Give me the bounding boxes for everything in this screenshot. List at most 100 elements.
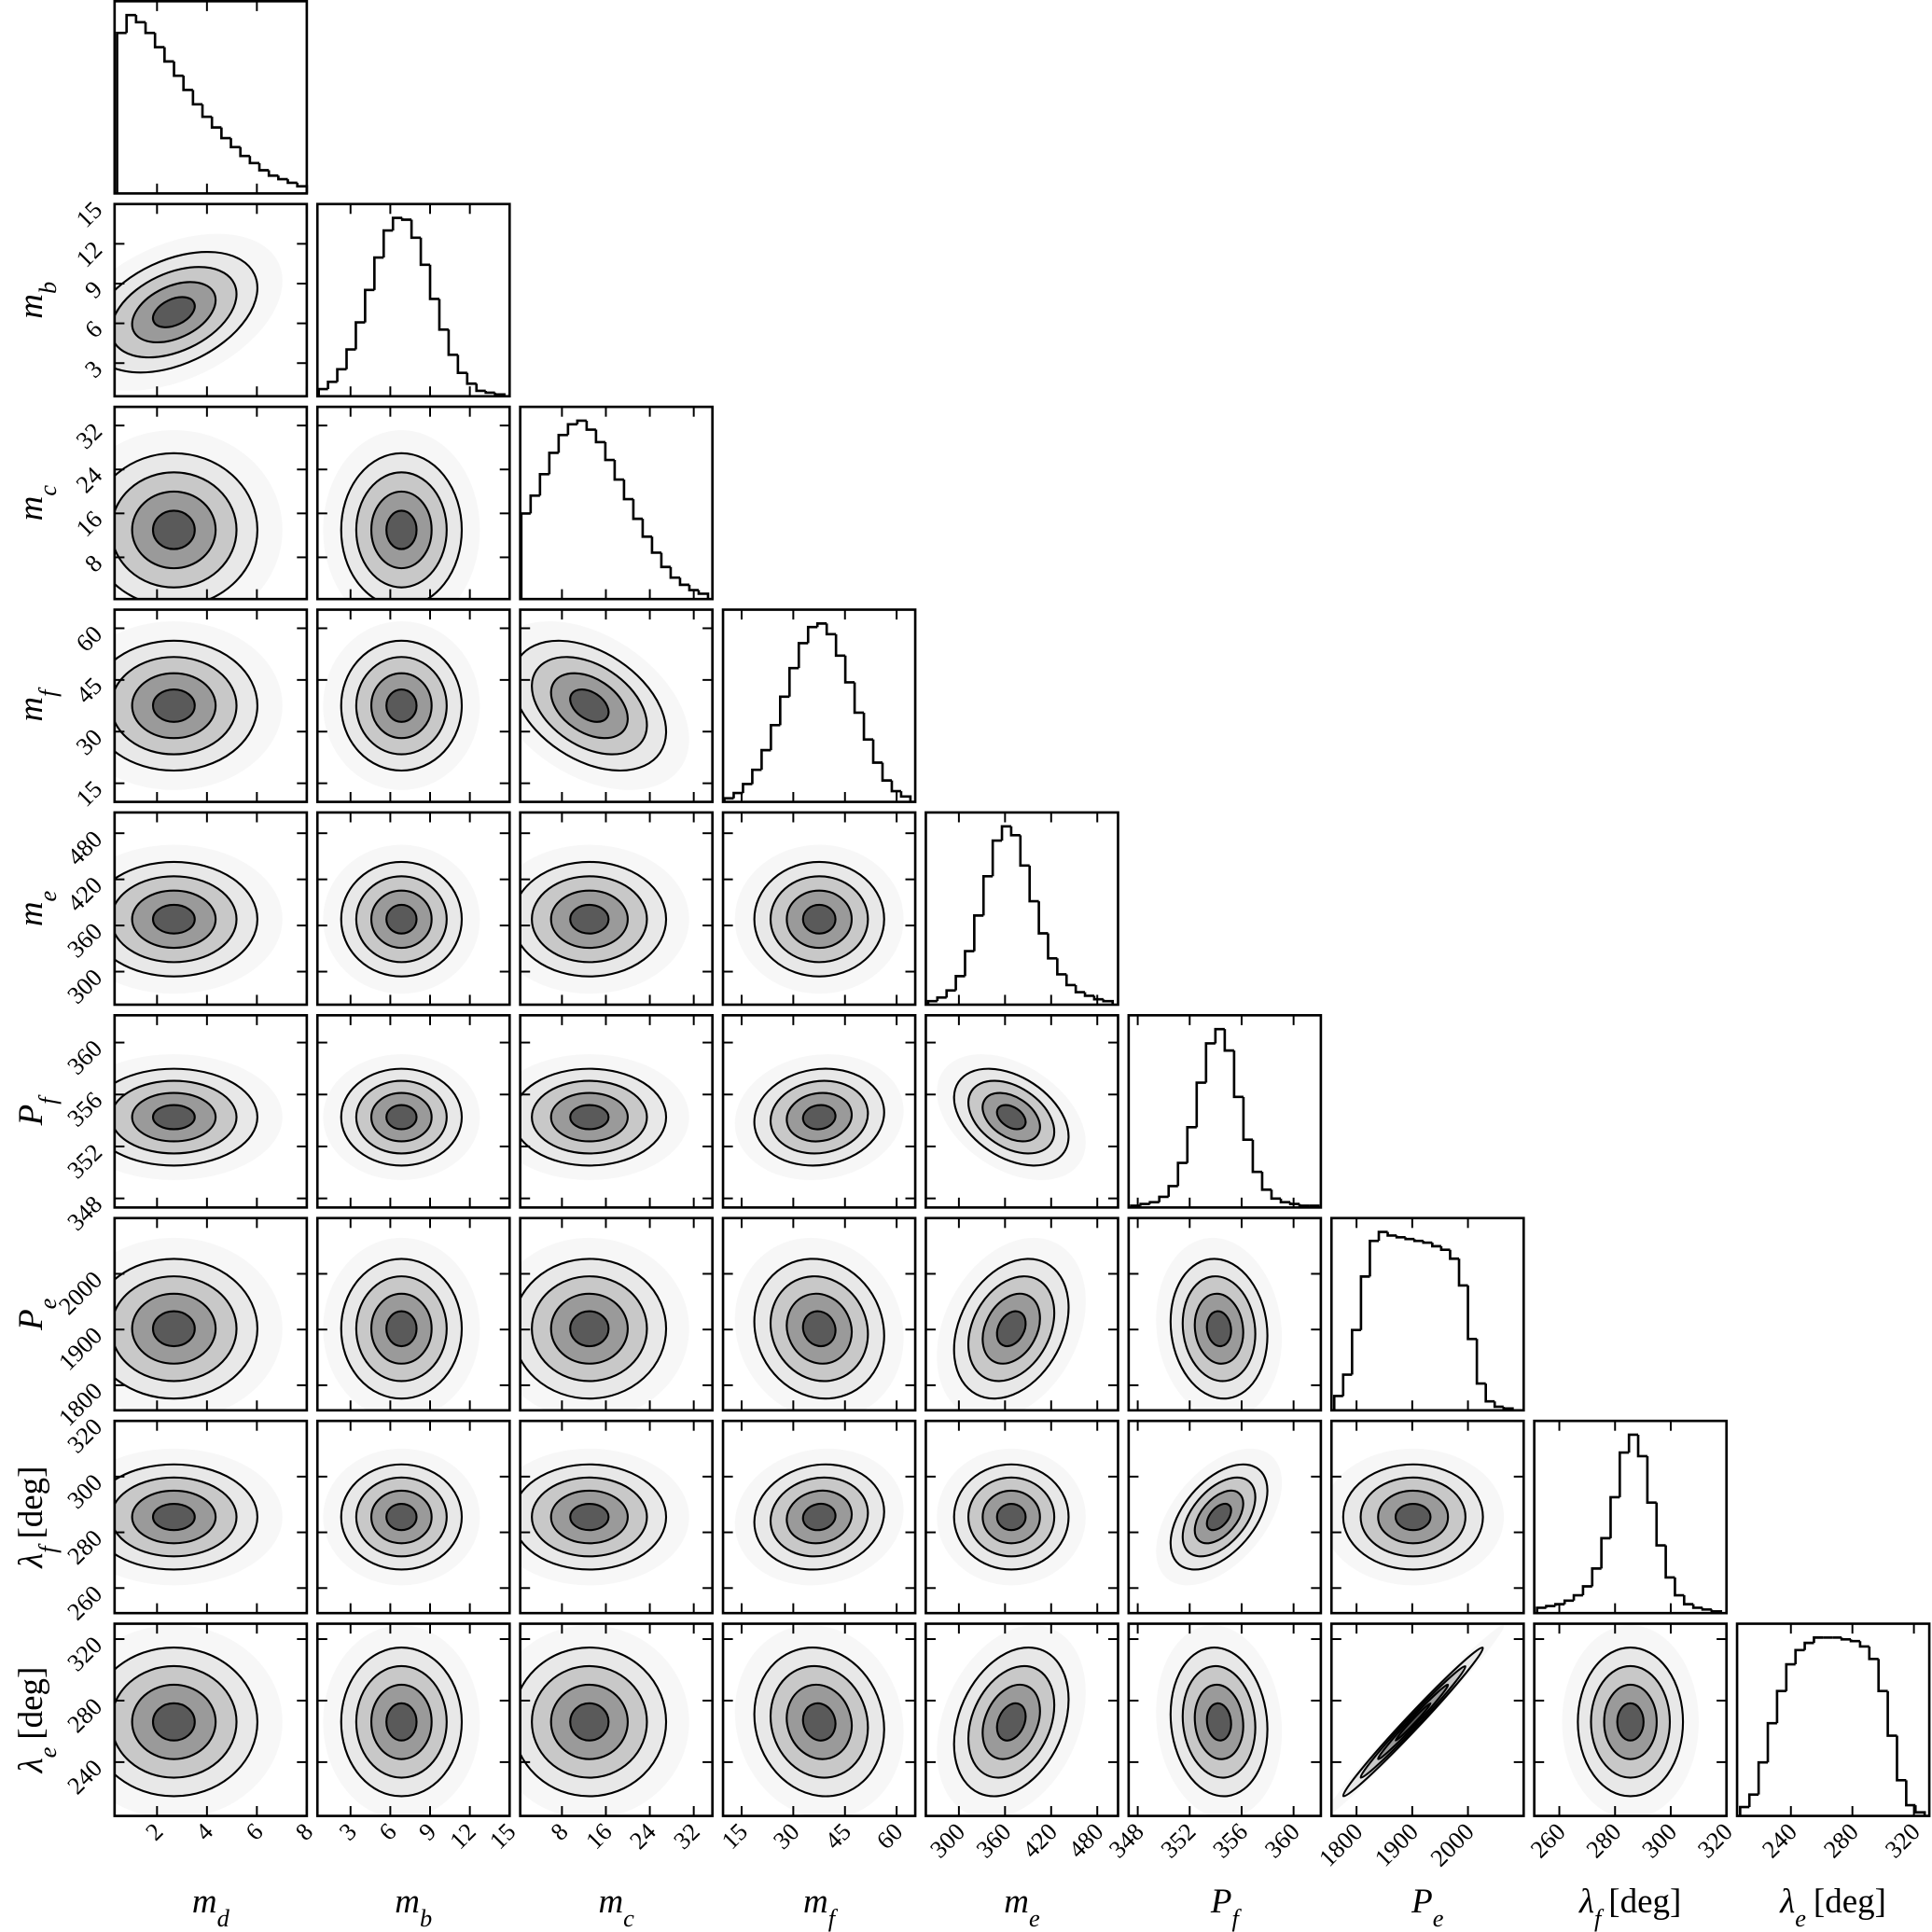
- contour: [569, 1104, 610, 1131]
- x-tick-label: 352: [1155, 1817, 1201, 1863]
- panel-frame: [113, 1622, 309, 1817]
- label-subscript: e: [34, 1298, 62, 1309]
- histogram-bin: [1214, 1027, 1225, 1044]
- histogram-bin: [1591, 1567, 1602, 1587]
- histogram-bin: [1288, 1202, 1300, 1205]
- contour-group: [520, 1237, 689, 1411]
- histogram-bin: [1395, 1235, 1406, 1239]
- x-tick-label: 3: [333, 1817, 362, 1846]
- panel-frame: [1329, 1216, 1525, 1412]
- panel-frame: [315, 405, 511, 601]
- contour: [801, 1310, 837, 1348]
- contour-group: [1156, 1237, 1283, 1411]
- y-tick-label: 60: [70, 619, 107, 657]
- histogram-bin: [751, 768, 762, 785]
- contour: [385, 903, 418, 935]
- histogram-bin: [1536, 1606, 1547, 1614]
- histogram-bin: [201, 104, 213, 118]
- histogram-bin: [116, 31, 127, 194]
- histogram-bin: [1803, 1641, 1814, 1650]
- panel-frame: [1329, 1622, 1525, 1817]
- histogram-bin: [456, 354, 467, 374]
- label-symbol: λ: [1779, 1882, 1795, 1920]
- x-axis-label: me: [1004, 1882, 1040, 1932]
- y-tick-label: 420: [62, 871, 107, 917]
- y-tick-label: 45: [70, 672, 107, 709]
- panel-frame: [315, 608, 511, 803]
- y-tick-label: 3: [79, 354, 108, 383]
- panel-frame: [721, 1014, 917, 1209]
- x-tick-label: 1800: [1313, 1817, 1369, 1872]
- panel-frame: [924, 811, 1119, 1007]
- label-symbol: P: [1411, 1882, 1433, 1920]
- y-tick-label: 2000: [53, 1265, 108, 1320]
- histogram-bin: [1627, 1433, 1639, 1453]
- contour: [801, 1104, 837, 1131]
- histogram-bin: [862, 712, 874, 741]
- histogram-bin: [991, 839, 1003, 877]
- panel-background: [1534, 1421, 1727, 1614]
- label-symbol: m: [11, 901, 49, 926]
- histogram-bin: [1646, 1455, 1657, 1504]
- x-tick-label: 360: [970, 1817, 1016, 1863]
- histogram-bin: [354, 321, 366, 350]
- panel-frame: [519, 1419, 715, 1615]
- contour-group: [323, 620, 480, 790]
- panel-frame: [924, 1216, 1119, 1412]
- label-subscript: b: [34, 282, 62, 294]
- histogram-bin: [1377, 1230, 1388, 1242]
- panel-frame: [519, 1216, 715, 1412]
- contour: [995, 1702, 1027, 1742]
- x-axis-label: md: [192, 1882, 230, 1932]
- histogram-bin: [594, 429, 605, 444]
- histogram-bin: [1056, 958, 1067, 976]
- histogram-bin: [475, 383, 486, 393]
- contour: [801, 1702, 837, 1742]
- y-tick-label: 280: [62, 1692, 107, 1738]
- histogram-bin: [1102, 999, 1115, 1005]
- histogram-bin: [373, 256, 384, 290]
- panel-frame: [1533, 1419, 1729, 1615]
- y-tick-label: 348: [62, 1190, 107, 1236]
- label-subscript: e: [34, 1746, 62, 1758]
- label-subscript: e: [1433, 1904, 1444, 1932]
- histogram-bin: [484, 390, 495, 395]
- y-tick-label: 1900: [53, 1321, 108, 1376]
- panel-background: [520, 407, 713, 600]
- y-axis-label: Pf: [11, 1094, 62, 1127]
- y-tick-label: 356: [62, 1086, 107, 1132]
- histogram-bin: [585, 420, 596, 431]
- contour: [151, 688, 196, 723]
- histogram-bin: [981, 874, 994, 916]
- histogram-bin: [770, 724, 781, 751]
- histogram-bin: [613, 460, 624, 481]
- histogram-bin: [1739, 1805, 1750, 1816]
- histogram-bin: [1493, 1401, 1504, 1409]
- histogram-bin: [1422, 1241, 1433, 1244]
- panel-frame: [315, 1216, 511, 1412]
- label-symbol: m: [192, 1882, 217, 1920]
- panel-frame: [1533, 1622, 1729, 1817]
- histogram-bin: [1896, 1735, 1907, 1782]
- contour: [151, 1502, 196, 1532]
- y-tick-label: 9: [79, 275, 108, 304]
- histogram-bin: [529, 493, 540, 514]
- contour-group: [114, 1448, 283, 1586]
- histogram-bin: [954, 975, 966, 991]
- label-symbol: m: [395, 1882, 420, 1920]
- panel-frame: [721, 1419, 917, 1615]
- histogram-bin: [1351, 1328, 1361, 1375]
- label-unit: [deg]: [11, 1466, 49, 1539]
- contour: [151, 296, 196, 328]
- histogram-bin: [678, 577, 689, 587]
- histogram-bin: [1794, 1648, 1805, 1665]
- x-tick-label: 2000: [1425, 1817, 1480, 1872]
- contour-group: [114, 1625, 283, 1816]
- histogram-bin: [173, 61, 184, 77]
- y-axis-label: λe [deg]: [11, 1667, 62, 1774]
- panel-frame: [924, 1014, 1119, 1209]
- x-tick-label: 300: [1636, 1817, 1682, 1863]
- histogram-bin: [144, 21, 156, 35]
- histogram-bin: [1242, 1096, 1253, 1142]
